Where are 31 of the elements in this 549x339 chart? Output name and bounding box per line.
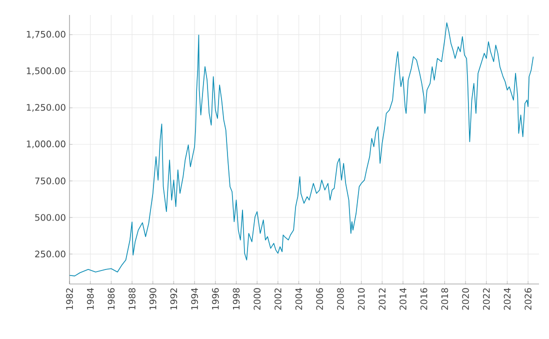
x-tick-label: 2014	[400, 288, 406, 310]
x-tick-label: 2024	[504, 288, 511, 310]
x-tick-label: 1998	[232, 288, 240, 310]
x-tick-label: 2002	[274, 288, 282, 310]
y-tick-label: 1,000.00	[26, 140, 66, 148]
x-tick-label: 2016	[420, 288, 428, 310]
x-tick-label: 2004	[295, 288, 302, 310]
y-tick-label: 1,500.00	[26, 67, 66, 76]
x-tick-label: 1996	[212, 288, 219, 310]
x-tick-label: 1982	[66, 288, 73, 310]
y-tick-label: 1,250.00	[26, 104, 66, 112]
x-tick-label: 2020	[462, 288, 469, 310]
y-tick-label: 750.00	[35, 178, 66, 184]
x-tick-label: 2008	[337, 288, 344, 310]
x-tick-label: 2026	[524, 288, 532, 310]
x-tick-label: 2012	[378, 288, 386, 310]
x-tick-label: 1986	[108, 288, 115, 310]
y-tick-label: 500.00	[35, 214, 66, 221]
x-tick-label: 1984	[86, 288, 94, 310]
x-tick-label: 2000	[254, 288, 260, 310]
x-tick-label: 1992	[170, 288, 178, 310]
x-tick-label: 2018	[441, 288, 448, 310]
x-tick-label: 1994	[191, 288, 198, 310]
x-tick-label: 2010	[358, 288, 365, 310]
x-tick-label: 2022	[482, 288, 490, 310]
x-tick-label: 2006	[316, 288, 324, 310]
y-tick-label: 250.00	[35, 250, 66, 258]
y-tick-label: 1,750.00	[26, 30, 66, 39]
line-series	[70, 22, 534, 276]
x-tick-label: 1988	[128, 288, 136, 310]
x-tick-label: 1990	[149, 288, 156, 310]
